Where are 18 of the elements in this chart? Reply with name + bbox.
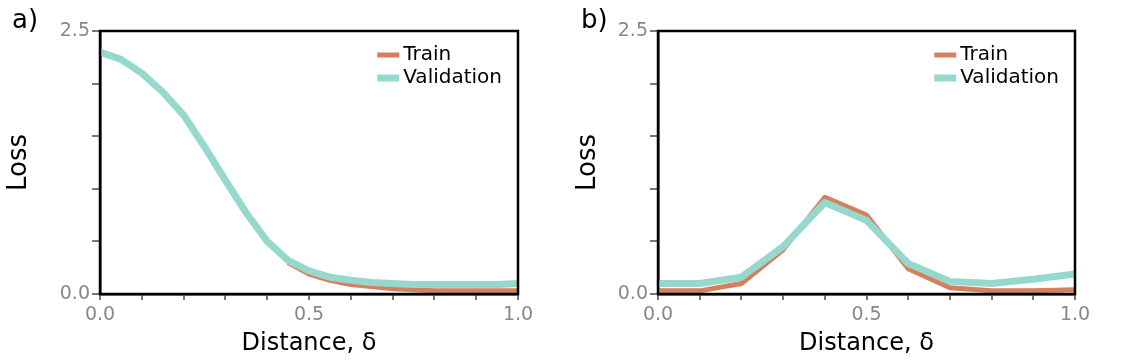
y-tick-label: 2.5 bbox=[617, 17, 648, 40]
x-axis-title: Distance, δ bbox=[799, 327, 934, 356]
y-axis-title: Loss bbox=[571, 133, 602, 192]
legend-label: Validation bbox=[403, 64, 503, 89]
x-tick-label: 0.0 bbox=[642, 302, 674, 325]
legend-label: Train bbox=[402, 41, 452, 66]
x-axis-title: Distance, δ bbox=[241, 327, 377, 356]
x-tick-label: 1.0 bbox=[502, 302, 534, 325]
x-tick-label: 0.5 bbox=[293, 302, 325, 325]
legend-label: Validation bbox=[960, 64, 1060, 89]
legend-label: Train bbox=[959, 41, 1009, 66]
y-axis-title: Loss bbox=[2, 133, 33, 192]
chart-title: b) bbox=[581, 4, 608, 34]
y-tick-label: 2.5 bbox=[59, 17, 90, 40]
x-tick-label: 0.5 bbox=[851, 302, 882, 325]
x-tick-label: 1.0 bbox=[1059, 302, 1091, 325]
x-tick-label: 0.0 bbox=[84, 302, 116, 325]
chart-title: a) bbox=[12, 4, 39, 34]
